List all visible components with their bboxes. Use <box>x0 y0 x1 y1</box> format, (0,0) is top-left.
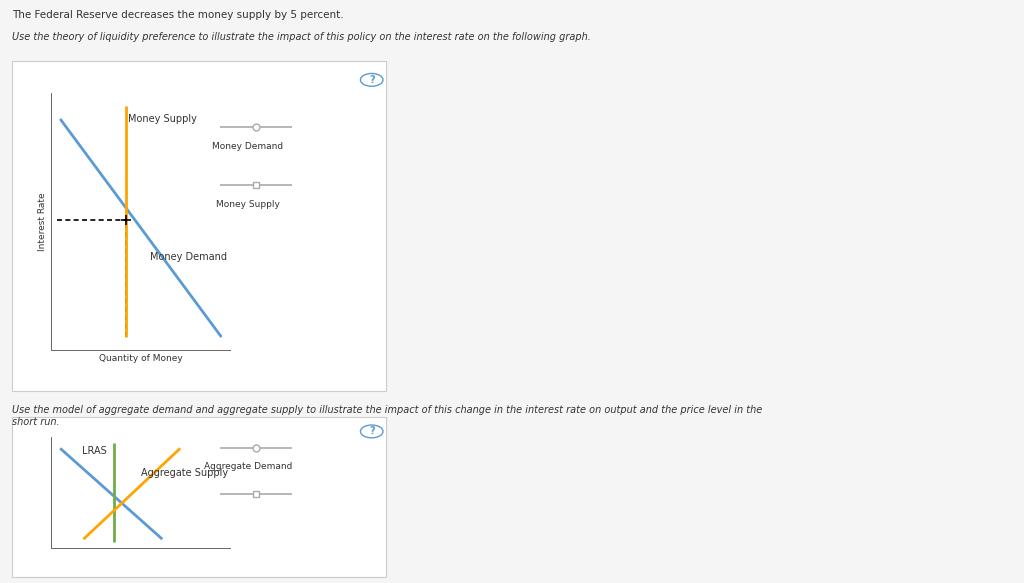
Text: Aggregate Demand: Aggregate Demand <box>204 462 292 471</box>
Text: The Federal Reserve decreases the money supply by 5 percent.: The Federal Reserve decreases the money … <box>12 10 344 20</box>
Text: Money Supply: Money Supply <box>216 200 280 209</box>
Text: Money Supply: Money Supply <box>128 114 198 124</box>
Text: ?: ? <box>369 426 375 437</box>
X-axis label: Quantity of Money: Quantity of Money <box>99 354 182 363</box>
Text: Money Demand: Money Demand <box>150 252 226 262</box>
Text: Aggregate Supply: Aggregate Supply <box>141 468 228 478</box>
Text: Money Demand: Money Demand <box>212 142 284 150</box>
Text: Use the model of aggregate demand and aggregate supply to illustrate the impact : Use the model of aggregate demand and ag… <box>12 405 763 427</box>
Text: ?: ? <box>369 75 375 85</box>
Text: Use the theory of liquidity preference to illustrate the impact of this policy o: Use the theory of liquidity preference t… <box>12 32 591 42</box>
Text: LRAS: LRAS <box>82 446 106 456</box>
Y-axis label: Interest Rate: Interest Rate <box>38 192 47 251</box>
